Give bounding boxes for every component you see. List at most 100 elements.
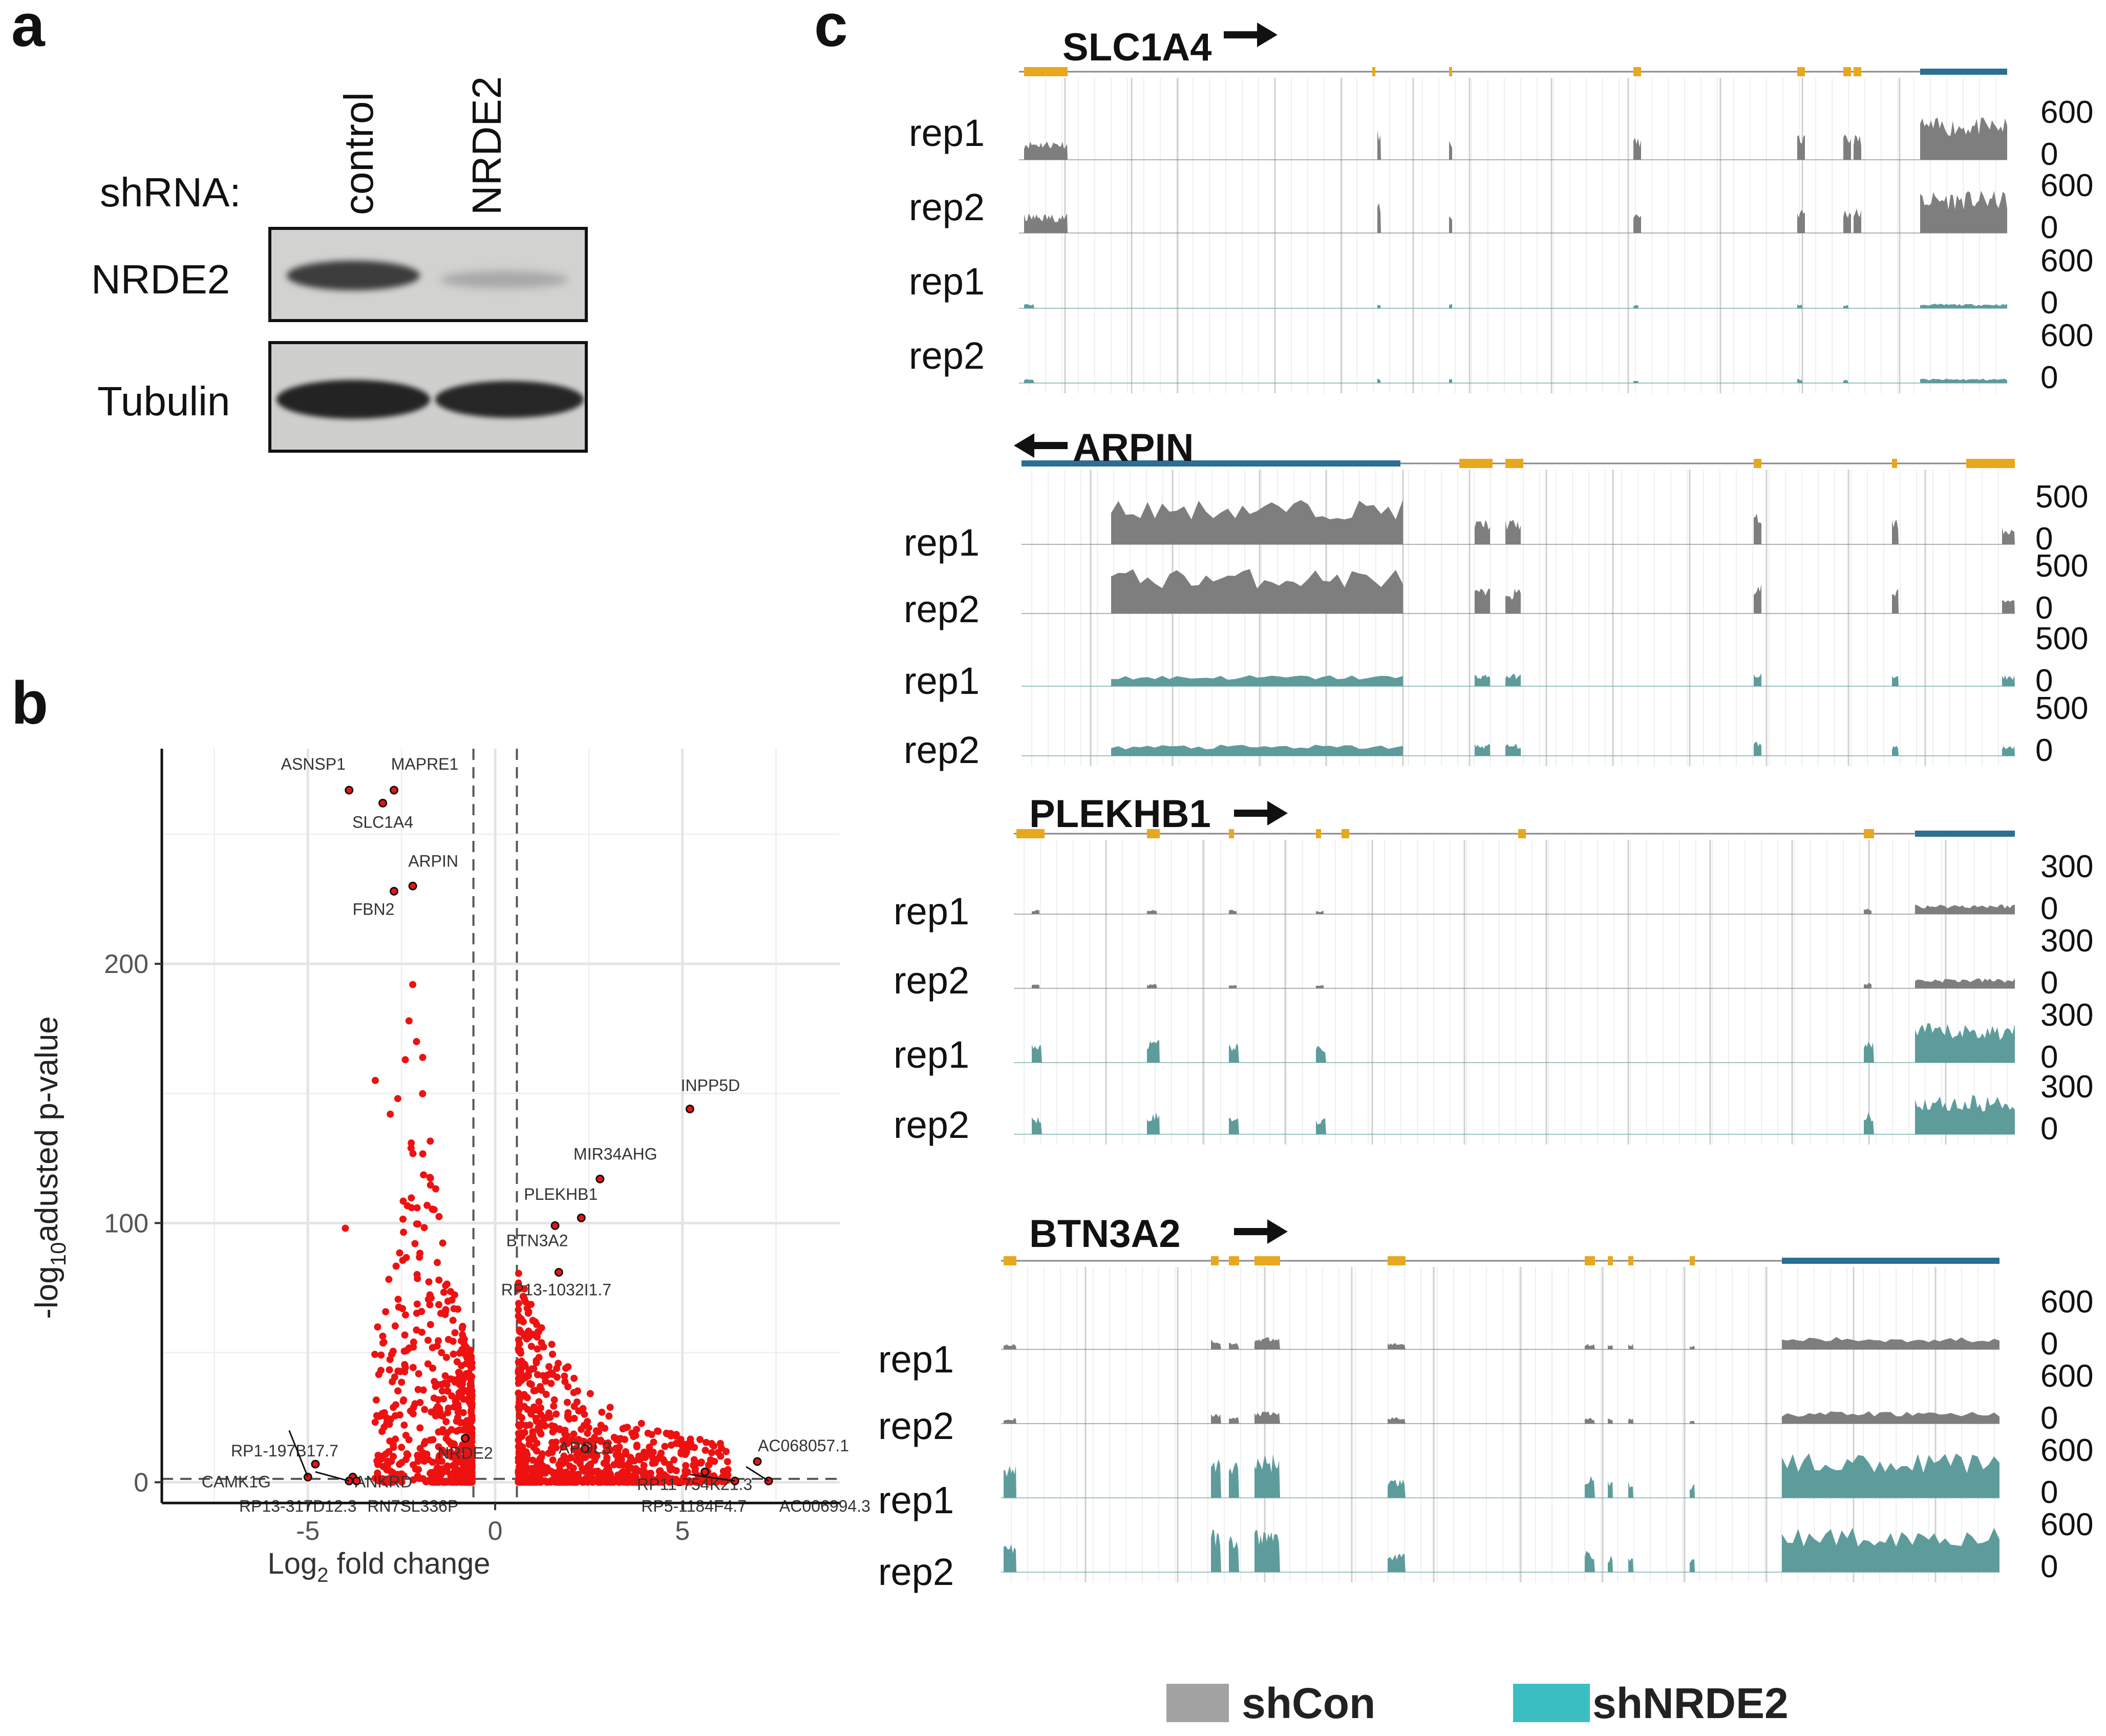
data-point [542, 1390, 550, 1398]
coverage-peak [1229, 1417, 1239, 1424]
data-point [466, 1348, 474, 1356]
coverage-peak [1024, 378, 1034, 383]
data-point [408, 1194, 415, 1202]
data-point [665, 1474, 673, 1482]
data-point [619, 1468, 627, 1476]
coverage-peak [1782, 1528, 1999, 1572]
data-point [413, 1300, 421, 1308]
data-point [443, 1429, 451, 1436]
data-point [646, 1443, 653, 1451]
data-point [449, 1317, 457, 1324]
arrow-left-icon [1014, 433, 1068, 458]
coverage-peak [1211, 1414, 1221, 1424]
coverage-peak [1111, 675, 1403, 686]
data-point [409, 1364, 417, 1371]
data-point [564, 1409, 572, 1416]
data-point [396, 1249, 403, 1257]
data-point [395, 1303, 402, 1311]
data-point [677, 1448, 685, 1456]
exon-block [1754, 459, 1761, 468]
coverage-peak [1229, 1043, 1239, 1063]
coverage-peak [1254, 1411, 1280, 1424]
data-point [515, 1269, 522, 1277]
y-axis-title: -log10adusted p-value [29, 1016, 70, 1319]
data-point [427, 1174, 434, 1182]
data-point [566, 1454, 574, 1462]
data-point [697, 1458, 705, 1466]
data-point [553, 1373, 561, 1381]
data-point [696, 1436, 704, 1443]
gene-label: RN7SL336P [367, 1497, 458, 1515]
data-point [377, 1351, 385, 1359]
exon-block [1449, 67, 1452, 76]
blot-label-nrde2: NRDE2 [91, 257, 230, 302]
data-point [394, 1095, 401, 1103]
track-replicate-label: rep1 [904, 660, 980, 702]
data-point [414, 1220, 422, 1228]
data-point [429, 1458, 436, 1466]
highlighted-gene-point [554, 1267, 563, 1277]
data-point [641, 1472, 648, 1479]
data-point [371, 1350, 379, 1358]
data-point [516, 1317, 524, 1324]
data-point [660, 1456, 667, 1464]
coverage-peak [1864, 1112, 1874, 1134]
data-point [407, 1145, 415, 1152]
coverage-peak [1628, 1344, 1633, 1349]
coverage-peak [1111, 745, 1403, 756]
data-point [371, 1076, 379, 1084]
data-point [434, 1396, 442, 1404]
data-point [549, 1350, 556, 1358]
track-scale-min: 0 [2040, 1326, 2058, 1362]
coverage-peak [1892, 675, 1899, 686]
coverage-peak [1004, 1344, 1016, 1349]
coverage-peak [1377, 130, 1381, 160]
data-point [633, 1443, 641, 1451]
coverage-peak [1229, 909, 1237, 914]
track-scale-min: 0 [2040, 210, 2058, 245]
data-point [632, 1432, 640, 1439]
gene-label: RP13-317D12.3 [239, 1497, 356, 1515]
data-point [401, 1056, 409, 1064]
data-point [543, 1464, 551, 1472]
data-point [548, 1422, 556, 1430]
data-point [516, 1412, 523, 1420]
data-point [454, 1408, 462, 1416]
data-point [570, 1430, 578, 1438]
data-point [409, 1150, 417, 1157]
track-scale-max: 600 [2040, 243, 2093, 279]
data-point [678, 1478, 686, 1486]
data-point [389, 1347, 397, 1355]
data-point [529, 1456, 537, 1464]
data-point [534, 1371, 541, 1379]
data-point [463, 1441, 471, 1448]
highlighted-gene-point [700, 1467, 710, 1476]
data-point [595, 1428, 603, 1435]
data-point [573, 1450, 581, 1458]
data-point [460, 1460, 467, 1468]
data-point [624, 1474, 632, 1482]
coverage-peak [1782, 1411, 1999, 1424]
data-point [597, 1422, 605, 1429]
data-point [533, 1359, 540, 1367]
exon-block [1854, 67, 1861, 76]
volcano-plot: ASNSP1 MAPRE1 SLC1A4 ARPIN FBN2 INPP5D MIR34AH… [29, 749, 870, 1586]
coverage-peak [1782, 1337, 1999, 1349]
tubulin-band-knockdown [435, 381, 584, 418]
data-point [387, 1110, 394, 1118]
data-point [398, 1379, 406, 1386]
track-replicate-label: rep1 [878, 1338, 954, 1381]
data-point [443, 1462, 451, 1470]
data-point [648, 1431, 655, 1438]
label-leader-line [315, 1471, 350, 1482]
data-point [400, 1229, 408, 1236]
data-point [515, 1300, 522, 1307]
data-point [428, 1478, 436, 1486]
x-tick-label: 0 [488, 1516, 503, 1546]
data-point [518, 1467, 525, 1475]
coverage-peak [1211, 1339, 1221, 1349]
coverage-peak [2002, 746, 2015, 756]
highlighted-gene-point [461, 1433, 470, 1443]
shrna-label: shRNA: [100, 170, 241, 215]
